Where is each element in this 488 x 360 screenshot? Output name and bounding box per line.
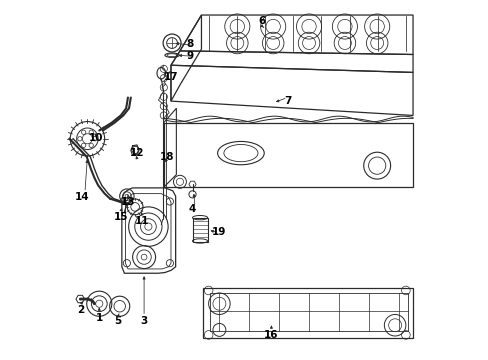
Text: 16: 16 — [264, 330, 278, 340]
Bar — [192, 219, 207, 242]
Text: 13: 13 — [121, 197, 135, 207]
Text: 11: 11 — [135, 216, 149, 226]
Text: 12: 12 — [129, 148, 144, 158]
Text: 7: 7 — [283, 96, 291, 106]
Text: 1: 1 — [96, 313, 102, 323]
Text: 9: 9 — [186, 51, 193, 61]
Text: 6: 6 — [258, 17, 265, 27]
Text: 4: 4 — [188, 204, 196, 215]
Text: 14: 14 — [75, 192, 89, 202]
Text: 17: 17 — [163, 72, 178, 82]
Text: 5: 5 — [114, 316, 122, 325]
Text: 8: 8 — [186, 40, 193, 49]
Text: 19: 19 — [211, 227, 225, 237]
Text: 18: 18 — [160, 152, 174, 162]
Text: 15: 15 — [113, 212, 128, 221]
Text: 3: 3 — [140, 316, 147, 325]
Text: 10: 10 — [88, 133, 102, 143]
Text: 2: 2 — [77, 305, 84, 315]
